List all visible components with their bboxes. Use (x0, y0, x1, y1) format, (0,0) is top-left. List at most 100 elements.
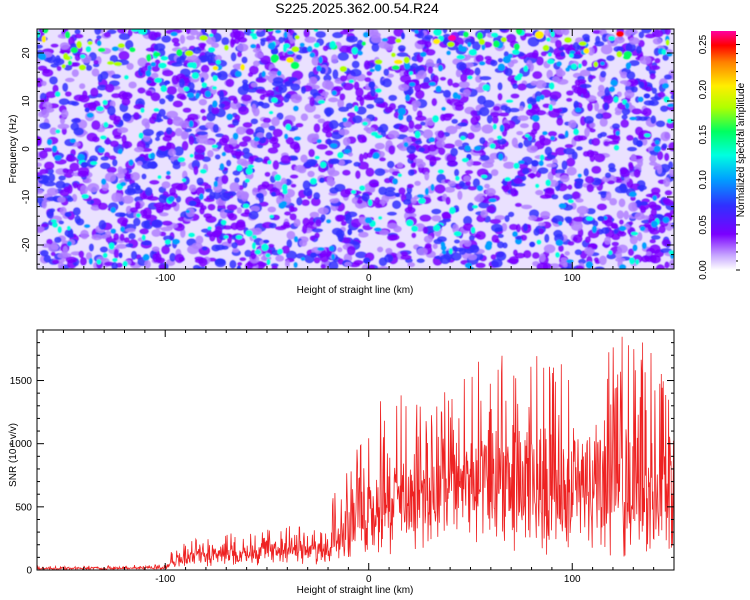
heat-cell (567, 241, 575, 246)
heat-cell (380, 130, 387, 138)
heat-cell (207, 203, 216, 211)
heat-cell (254, 157, 264, 163)
heat-cell (97, 73, 103, 83)
heat-cell (649, 229, 660, 235)
heat-cell (481, 161, 494, 169)
heat-cell (572, 216, 585, 222)
heat-cell (101, 234, 108, 240)
heat-cell (504, 67, 513, 77)
heat-cell (200, 77, 205, 83)
heat-cell (251, 103, 257, 114)
spectrogram-y-tick-label: -20 (21, 237, 32, 252)
heat-cell (57, 196, 66, 203)
heat-cell (362, 31, 370, 38)
heat-cell (178, 78, 185, 88)
heat-cell (565, 217, 572, 224)
heat-cell (131, 29, 140, 32)
heat-cell (645, 86, 652, 92)
heat-cell (630, 195, 636, 202)
heat-cell (458, 81, 470, 89)
heat-cell (340, 220, 347, 226)
heat-cell (196, 177, 204, 186)
heat-cell (331, 253, 336, 260)
heat-cell (145, 70, 152, 77)
heat-cell (573, 135, 584, 142)
heat-cell (108, 155, 117, 161)
heat-cell (313, 29, 319, 32)
heat-cell (532, 114, 540, 122)
heat-cell (293, 236, 299, 243)
heat-cell (583, 47, 590, 54)
heat-cell (180, 161, 186, 167)
heat-cell (76, 153, 85, 161)
heat-cell (117, 148, 123, 155)
heat-cell (250, 29, 255, 33)
heat-cell (416, 194, 425, 198)
heat-cell (470, 123, 482, 133)
heat-hotspot (564, 37, 572, 43)
heat-cell (408, 120, 415, 129)
heat-cell (573, 128, 580, 136)
heat-cell (289, 213, 297, 221)
heat-cell (647, 146, 655, 151)
heat-cell (154, 59, 161, 66)
heat-cell (368, 264, 376, 269)
heat-cell (192, 46, 202, 55)
heat-cell (357, 134, 367, 144)
heat-cell (74, 53, 81, 62)
heat-cell (59, 42, 70, 50)
heat-cell (478, 38, 485, 46)
heat-cell (661, 143, 668, 150)
heat-cell (433, 29, 442, 36)
heat-cell (640, 206, 647, 214)
heat-cell (517, 83, 527, 91)
heat-cell (309, 96, 315, 107)
heat-cell (237, 261, 243, 266)
heat-cell (62, 168, 69, 174)
heat-cell (531, 252, 540, 259)
heat-cell (464, 169, 474, 175)
colorbar-tick-label: 0.15 (698, 125, 709, 145)
heat-cell (265, 253, 271, 258)
heat-cell (38, 150, 49, 159)
heat-cell (111, 262, 118, 269)
heat-cell (290, 83, 301, 91)
heat-cell (97, 202, 108, 211)
heat-cell (52, 84, 59, 93)
heat-cell (423, 235, 433, 243)
heat-cell (198, 42, 207, 47)
heat-cell (432, 243, 438, 250)
heat-cell (651, 220, 658, 228)
heat-cell (397, 143, 405, 150)
heat-cell (624, 89, 635, 99)
heat-cell (374, 63, 382, 72)
heat-cell (235, 126, 247, 135)
heat-cell (331, 227, 343, 236)
heat-cell (603, 140, 610, 147)
heat-cell (585, 261, 594, 269)
heat-cell (626, 71, 636, 80)
heat-cell (555, 69, 566, 77)
heat-cell (338, 106, 350, 113)
heat-cell (565, 67, 571, 72)
heat-cell (668, 250, 674, 255)
heat-cell (356, 199, 363, 205)
heat-cell (484, 242, 493, 251)
heat-cell (328, 119, 339, 130)
heat-cell (229, 259, 237, 269)
heat-cell (457, 190, 463, 200)
heat-cell (498, 112, 510, 117)
heat-cell (325, 131, 333, 138)
heat-cell (308, 148, 315, 158)
heat-cell (250, 118, 259, 125)
heat-cell (90, 161, 98, 166)
heat-cell (50, 251, 56, 257)
heat-cell (555, 169, 566, 175)
heat-cell (454, 168, 460, 177)
heat-cell (103, 121, 109, 128)
heat-cell (556, 117, 564, 126)
heat-cell (566, 97, 573, 102)
heat-cell (588, 75, 597, 80)
heat-cell (507, 211, 515, 218)
heat-cell (133, 217, 141, 227)
